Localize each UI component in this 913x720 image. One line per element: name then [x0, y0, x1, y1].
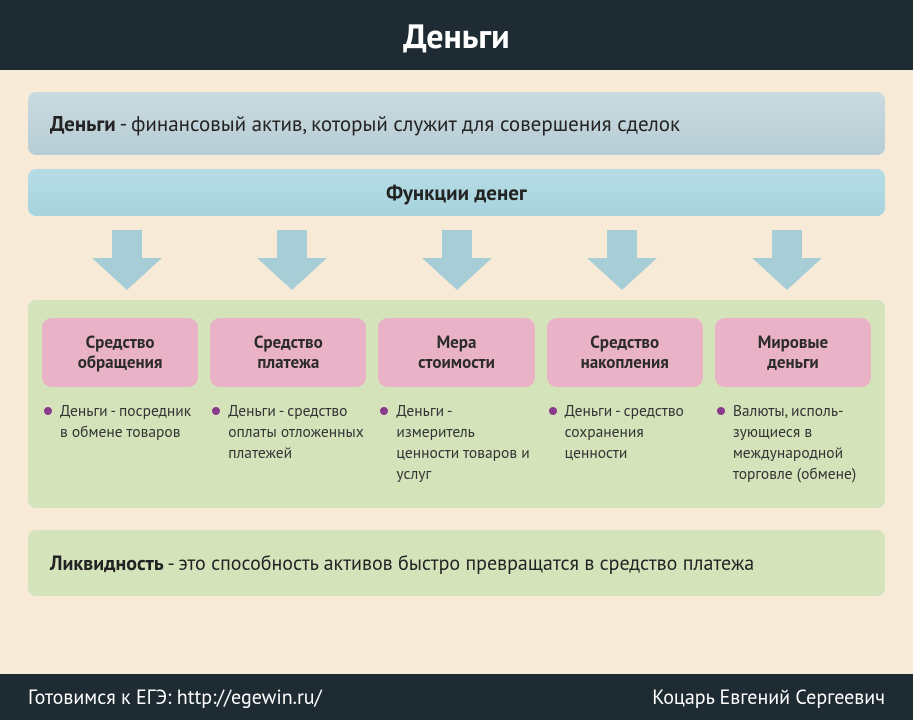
bullet-icon [717, 407, 725, 415]
card-description: Деньги - средство сохра­нения ценности [547, 401, 703, 464]
arrows-row [28, 216, 885, 300]
card-description: Деньги - измеритель ценности товаров и у… [378, 401, 534, 485]
function-card: Мера стоимости Деньги - измеритель ценнос… [378, 318, 534, 484]
definition-text: - финансовый актив, который служит для с… [116, 110, 680, 137]
liquidity-box: Ликвидность - это способность активов бы… [28, 530, 885, 596]
down-arrow-icon [257, 230, 327, 290]
footer-left: Готовимся к ЕГЭ: http://egewin.ru/ [28, 684, 322, 710]
card-description-text: Деньги - посредник в обмене товаров [60, 401, 196, 443]
function-card: Средство обращения Деньги - посредник в о… [42, 318, 198, 484]
liquidity-text: - это способность активов быстро превращ… [164, 550, 754, 576]
liquidity-term: Ликвидность [50, 550, 164, 576]
footer-right: Коцарь Евгений Сергеевич [652, 684, 885, 710]
down-arrow-icon [587, 230, 657, 290]
card-description: Валюты, исполь­зующиеся в международной … [715, 401, 871, 485]
function-card: Мировые деньги Валюты, исполь­зующиеся в … [715, 318, 871, 484]
footer: Готовимся к ЕГЭ: http://egewin.ru/ Коцар… [0, 674, 913, 720]
bullet-icon [44, 407, 52, 415]
card-description: Деньги - посредник в обмене товаров [42, 401, 198, 443]
page-title: Деньги [0, 0, 913, 70]
function-card: Средство накопления Деньги - средство сох… [547, 318, 703, 484]
card-description-text: Валюты, исполь­зующиеся в международной … [733, 401, 869, 485]
content-area: Деньги - финансовый актив, который служи… [0, 70, 913, 596]
functions-header: Функции денег [28, 169, 885, 216]
card-title: Средство обращения [42, 318, 198, 387]
function-card: Средство платежа Деньги - средство оплаты… [210, 318, 366, 484]
card-description-text: Деньги - измеритель ценности товаров и у… [396, 401, 532, 485]
bullet-icon [212, 407, 220, 415]
card-description: Деньги - средство оплаты отложенных плат… [210, 401, 366, 464]
down-arrow-icon [422, 230, 492, 290]
card-title: Мировые деньги [715, 318, 871, 387]
card-description-text: Деньги - средство сохра­нения ценности [565, 401, 701, 464]
card-description-text: Деньги - средство оплаты отложенных плат… [228, 401, 364, 464]
definition-term: Деньги [50, 110, 116, 137]
card-title: Мера стоимости [378, 318, 534, 387]
definition-box: Деньги - финансовый актив, который служи… [28, 92, 885, 155]
card-title: Средство платежа [210, 318, 366, 387]
cards-container: Средство обращения Деньги - посредник в о… [28, 300, 885, 508]
down-arrow-icon [752, 230, 822, 290]
down-arrow-icon [92, 230, 162, 290]
bullet-icon [549, 407, 557, 415]
bullet-icon [380, 407, 388, 415]
card-title: Средство накопления [547, 318, 703, 387]
